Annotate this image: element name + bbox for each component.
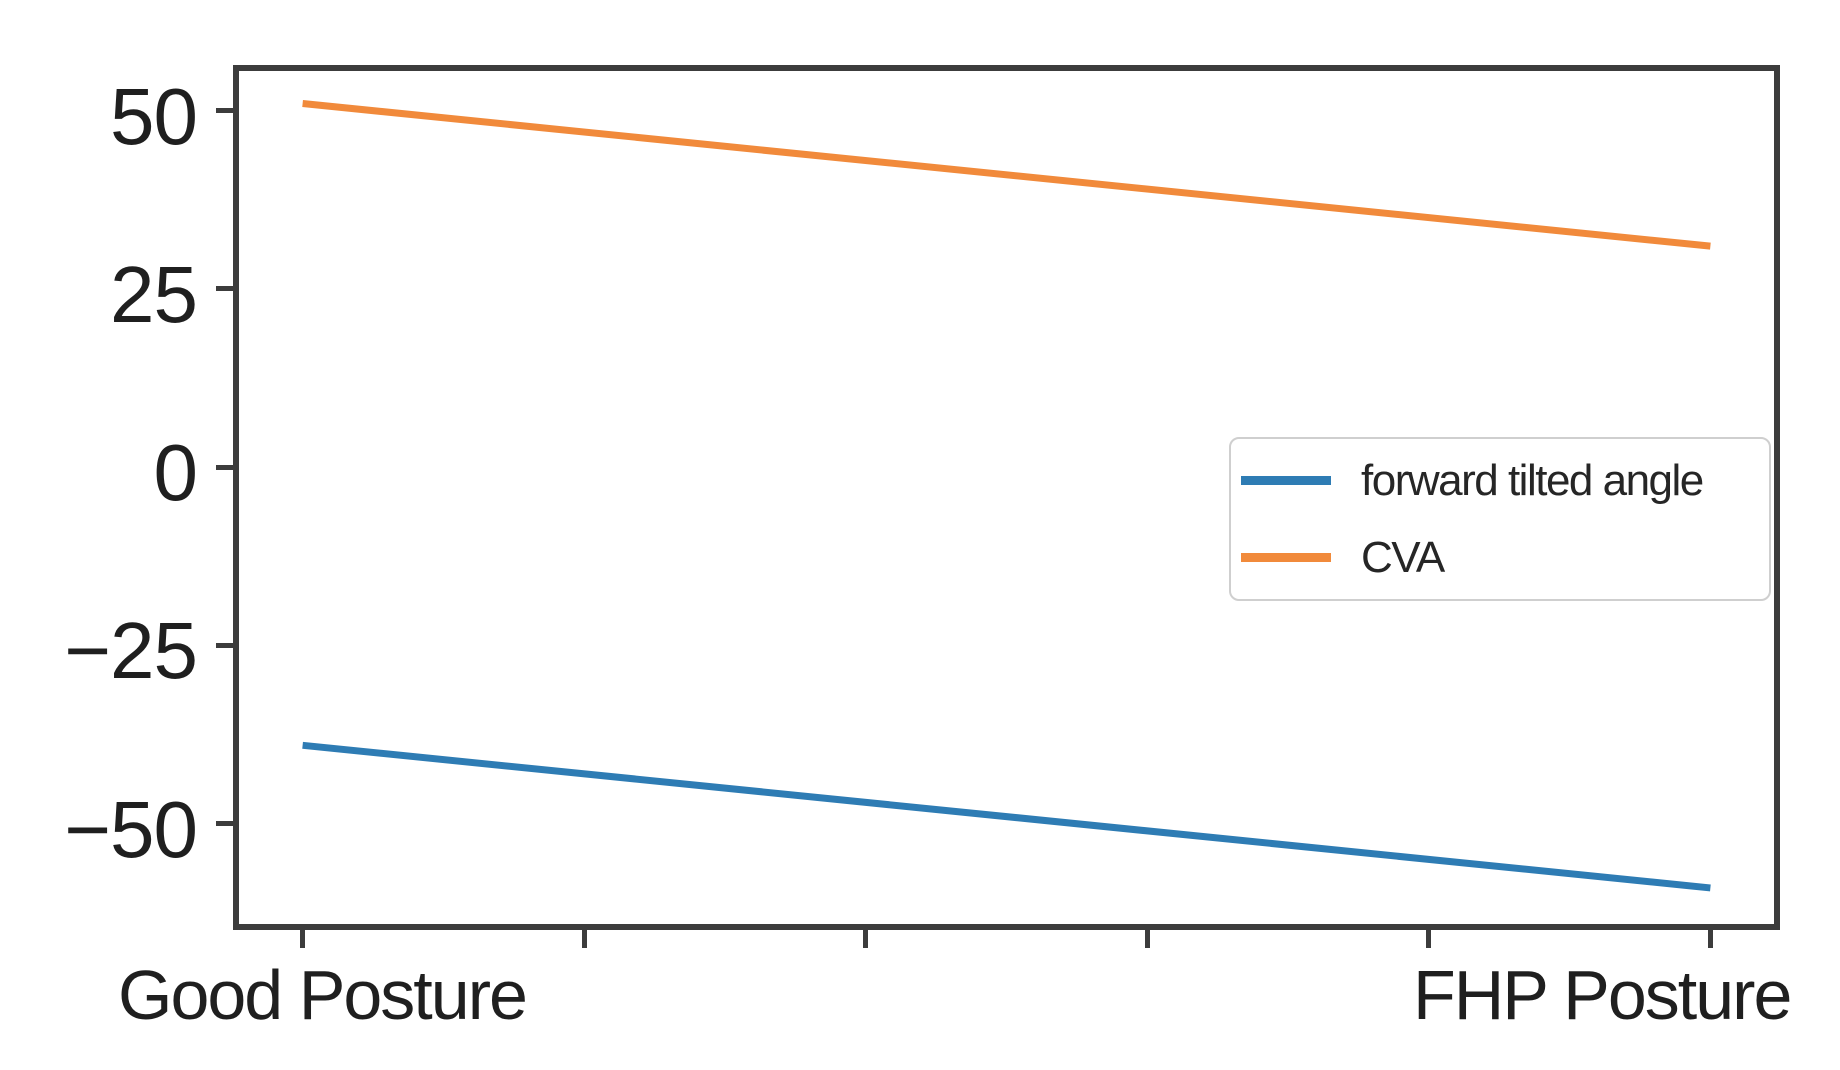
x-tick-mark: [581, 930, 587, 948]
y-tick-mark: [216, 286, 233, 292]
x-tick-mark: [1144, 930, 1150, 948]
legend-item-forward-tilted-angle: forward tilted angle: [1241, 442, 1769, 519]
legend-line-sample-blue: [1241, 476, 1331, 485]
x-tick-mark: [300, 930, 306, 948]
x-tick-mark: [863, 930, 869, 948]
legend-label: forward tilted angle: [1361, 455, 1704, 505]
y-tick-mark: [216, 642, 233, 648]
x-tick-label-fhp-posture: FHP Posture: [1413, 956, 1792, 1034]
legend: forward tilted angle CVA: [1229, 437, 1771, 601]
x-tick-mark: [1426, 930, 1432, 948]
y-tick-mark: [216, 108, 233, 114]
legend-item-cva: CVA: [1241, 519, 1769, 596]
y-tick-label--25: −25: [64, 606, 198, 696]
y-tick-label-50: 50: [110, 71, 198, 161]
y-tick-label-0: 0: [153, 428, 199, 518]
y-tick-mark: [216, 464, 233, 470]
y-tick-label--50: −50: [64, 784, 198, 874]
legend-label: CVA: [1361, 532, 1445, 582]
x-tick-mark: [1707, 930, 1713, 948]
legend-line-sample-orange: [1241, 553, 1331, 562]
y-tick-mark: [216, 821, 233, 827]
x-tick-label-good-posture: Good Posture: [118, 956, 528, 1034]
y-tick-label-25: 25: [110, 249, 198, 339]
